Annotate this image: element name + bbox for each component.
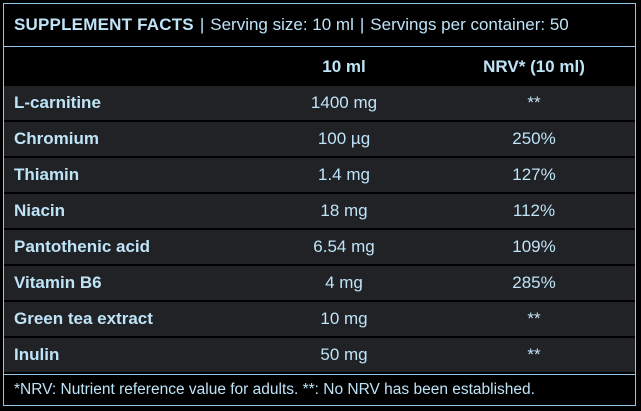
column-header-nrv: NRV* (10 ml): [483, 57, 585, 76]
ingredient-amount: 18 mg: [320, 201, 368, 220]
table-row: Green tea extract 10 mg **: [4, 302, 635, 336]
ingredient-amount: 1.4 mg: [318, 165, 370, 184]
table-row: Pantothenic acid 6.54 mg 109%: [4, 230, 635, 264]
serving-size: Serving size: 10 ml: [210, 15, 354, 34]
ingredient-amount: 1400 mg: [310, 93, 378, 112]
ingredient-name: Pantothenic acid: [14, 237, 151, 256]
facts-title: SUPPLEMENT FACTS: [14, 15, 194, 34]
table-row: Thiamin 1.4 mg 127%: [4, 158, 635, 192]
column-header-amount: 10 ml: [322, 57, 366, 76]
ingredient-amount: 4 mg: [325, 273, 363, 292]
table-row: Niacin 18 mg 112%: [4, 194, 635, 228]
ingredient-name: L-carnitine: [14, 93, 101, 112]
ingredient-nrv: **: [527, 309, 541, 328]
table-row: Chromium 100 µg 250%: [4, 122, 635, 156]
ingredient-name: Chromium: [14, 129, 99, 148]
ingredient-amount: 100 µg: [317, 129, 371, 148]
servings-per-container: Servings per container: 50: [370, 15, 569, 34]
footnote: *NRV: Nutrient reference value for adult…: [4, 374, 635, 405]
footnote-text: *NRV: Nutrient reference value for adult…: [14, 381, 535, 398]
ingredient-amount: 6.54 mg: [313, 237, 375, 256]
ingredient-nrv: **: [527, 345, 541, 364]
facts-header: SUPPLEMENT FACTS | Serving size: 10 ml |…: [4, 4, 635, 47]
ingredient-amount: 10 mg: [320, 309, 368, 328]
ingredient-amount: 50 mg: [320, 345, 368, 364]
ingredient-nrv: 109%: [512, 237, 556, 256]
table-row: Inulin 50 mg **: [4, 338, 635, 372]
ingredient-name: Thiamin: [14, 165, 80, 184]
ingredient-nrv: 250%: [512, 129, 556, 148]
ingredient-name: Vitamin B6: [14, 273, 102, 292]
header-separator: |: [199, 15, 205, 34]
ingredient-name: Niacin: [14, 201, 66, 220]
column-header-row: 10 ml NRV* (10 ml): [4, 50, 635, 84]
ingredient-name: Green tea extract: [14, 309, 153, 328]
header-separator: |: [359, 15, 365, 34]
ingredient-nrv: 285%: [512, 273, 556, 292]
ingredient-name: Inulin: [14, 345, 60, 364]
ingredient-nrv: 127%: [512, 165, 556, 184]
table-row: Vitamin B6 4 mg 285%: [4, 266, 635, 300]
supplement-facts-panel: SUPPLEMENT FACTS | Serving size: 10 ml |…: [3, 3, 636, 406]
table-row: L-carnitine 1400 mg **: [4, 86, 635, 120]
ingredient-nrv: 112%: [512, 201, 556, 220]
ingredient-nrv: **: [527, 93, 541, 112]
